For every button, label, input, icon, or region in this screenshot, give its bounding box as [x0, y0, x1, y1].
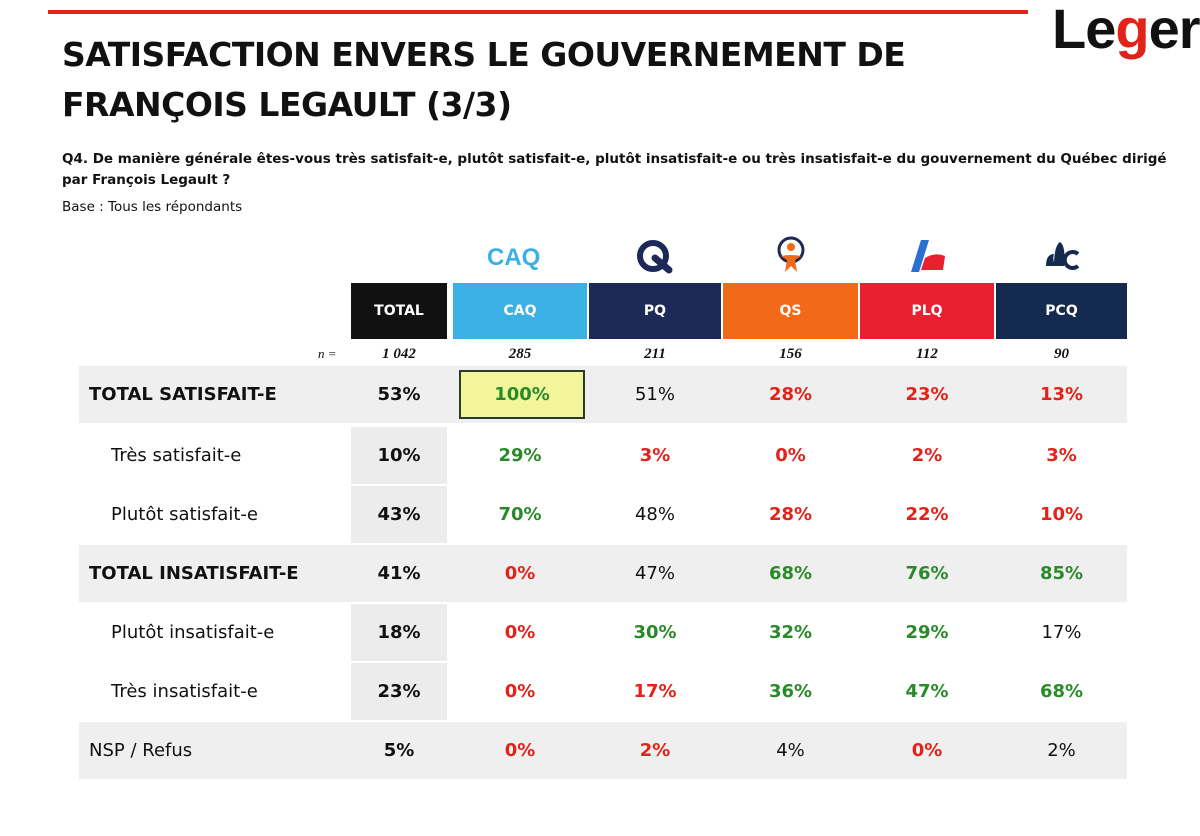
- table-cell: 10%: [377, 445, 421, 466]
- row-label: NSP / Refus: [89, 740, 193, 761]
- table-cell: 76%: [905, 563, 949, 584]
- col-header-total: TOTAL: [351, 283, 447, 339]
- col-header-pq: PQ: [589, 283, 721, 339]
- table-cell: 2%: [1047, 740, 1076, 761]
- table-cell: 3%: [1046, 445, 1077, 466]
- n-qs: 156: [779, 345, 802, 362]
- table-cell: 0%: [911, 740, 943, 761]
- table-cell: 17%: [633, 681, 677, 702]
- row-label: Plutôt insatisfait-e: [111, 622, 275, 643]
- table-cell: 2%: [639, 740, 671, 761]
- n-total: 1 042: [382, 345, 416, 362]
- row-label: Très satisfait-e: [111, 445, 242, 466]
- row-background: [79, 722, 1127, 779]
- page-title: SATISFACTION ENVERS LE GOUVERNEMENT DE F…: [62, 35, 906, 124]
- row-label: TOTAL INSATISFAIT-E: [89, 563, 299, 584]
- base-note: Base : Tous les répondants: [62, 199, 243, 215]
- table-cell: 85%: [1039, 563, 1084, 584]
- table-cell: 18%: [377, 622, 421, 643]
- row-background: [79, 366, 1127, 423]
- table-cell: 17%: [1041, 622, 1082, 643]
- table-cell: 70%: [498, 504, 542, 525]
- table-cell: 23%: [905, 384, 949, 405]
- n-plq: 112: [916, 345, 938, 362]
- table-cell: 0%: [504, 740, 536, 761]
- row-label: Plutôt satisfait-e: [111, 504, 258, 525]
- table-cell: 51%: [634, 384, 675, 405]
- leger-logo: Leger: [1052, 0, 1200, 60]
- table-cell: 100%: [459, 370, 585, 419]
- table-cell: 0%: [504, 563, 536, 584]
- svg-text:CAQ: CAQ: [487, 244, 540, 271]
- pq-logo-icon: [589, 236, 721, 276]
- table-cell: 30%: [633, 622, 677, 643]
- row-background: [79, 545, 1127, 602]
- table-cell: 2%: [911, 445, 943, 466]
- table-cell: 0%: [775, 445, 806, 466]
- n-pq: 211: [644, 345, 666, 362]
- caq-logo-icon: CAQ: [453, 236, 587, 276]
- pcq-logo-icon: [996, 236, 1127, 276]
- total-column-shade: [351, 427, 447, 484]
- table-cell: 13%: [1039, 384, 1084, 405]
- table-cell: 10%: [1039, 504, 1084, 525]
- n-pcq: 90: [1054, 345, 1069, 362]
- table-cell: 43%: [377, 504, 421, 525]
- col-header-qs: QS: [723, 283, 858, 339]
- total-column-shade: [351, 663, 447, 720]
- plq-logo-icon: [860, 236, 994, 276]
- table-cell: 28%: [768, 384, 813, 405]
- table-cell: 22%: [905, 504, 949, 525]
- col-header-plq: PLQ: [860, 283, 994, 339]
- total-column-shade: [351, 486, 447, 543]
- table-cell: 68%: [768, 563, 813, 584]
- col-header-caq: CAQ: [453, 283, 587, 339]
- top-red-rule: [48, 10, 1028, 14]
- n-caq: 285: [508, 345, 532, 362]
- total-column-shade: [351, 604, 447, 661]
- table-cell: 32%: [768, 622, 813, 643]
- row-label: Très insatisfait-e: [111, 681, 258, 702]
- question-text: Q4. De manière générale êtes-vous très s…: [62, 151, 1167, 188]
- table-cell: 23%: [377, 681, 421, 702]
- col-header-pcq: PCQ: [996, 283, 1127, 339]
- table-cell: 29%: [905, 622, 949, 643]
- table-cell: 41%: [377, 563, 421, 584]
- row-label: TOTAL SATISFAIT-E: [89, 384, 277, 405]
- table-cell: 5%: [383, 740, 415, 761]
- table-cell: 48%: [634, 504, 675, 525]
- table-cell: 28%: [768, 504, 813, 525]
- table-cell: 4%: [776, 740, 805, 761]
- table-cell: 47%: [634, 563, 675, 584]
- table-cell: 29%: [498, 445, 542, 466]
- table-cell: 53%: [377, 384, 421, 405]
- table-cell: 3%: [639, 445, 671, 466]
- table-cell: 47%: [905, 681, 949, 702]
- table-cell: 36%: [768, 681, 813, 702]
- table-cell: 68%: [1039, 681, 1084, 702]
- table-cell: 0%: [504, 681, 536, 702]
- table-cell: 0%: [504, 622, 536, 643]
- n-label: n =: [318, 346, 337, 361]
- qs-logo-icon: [723, 236, 858, 276]
